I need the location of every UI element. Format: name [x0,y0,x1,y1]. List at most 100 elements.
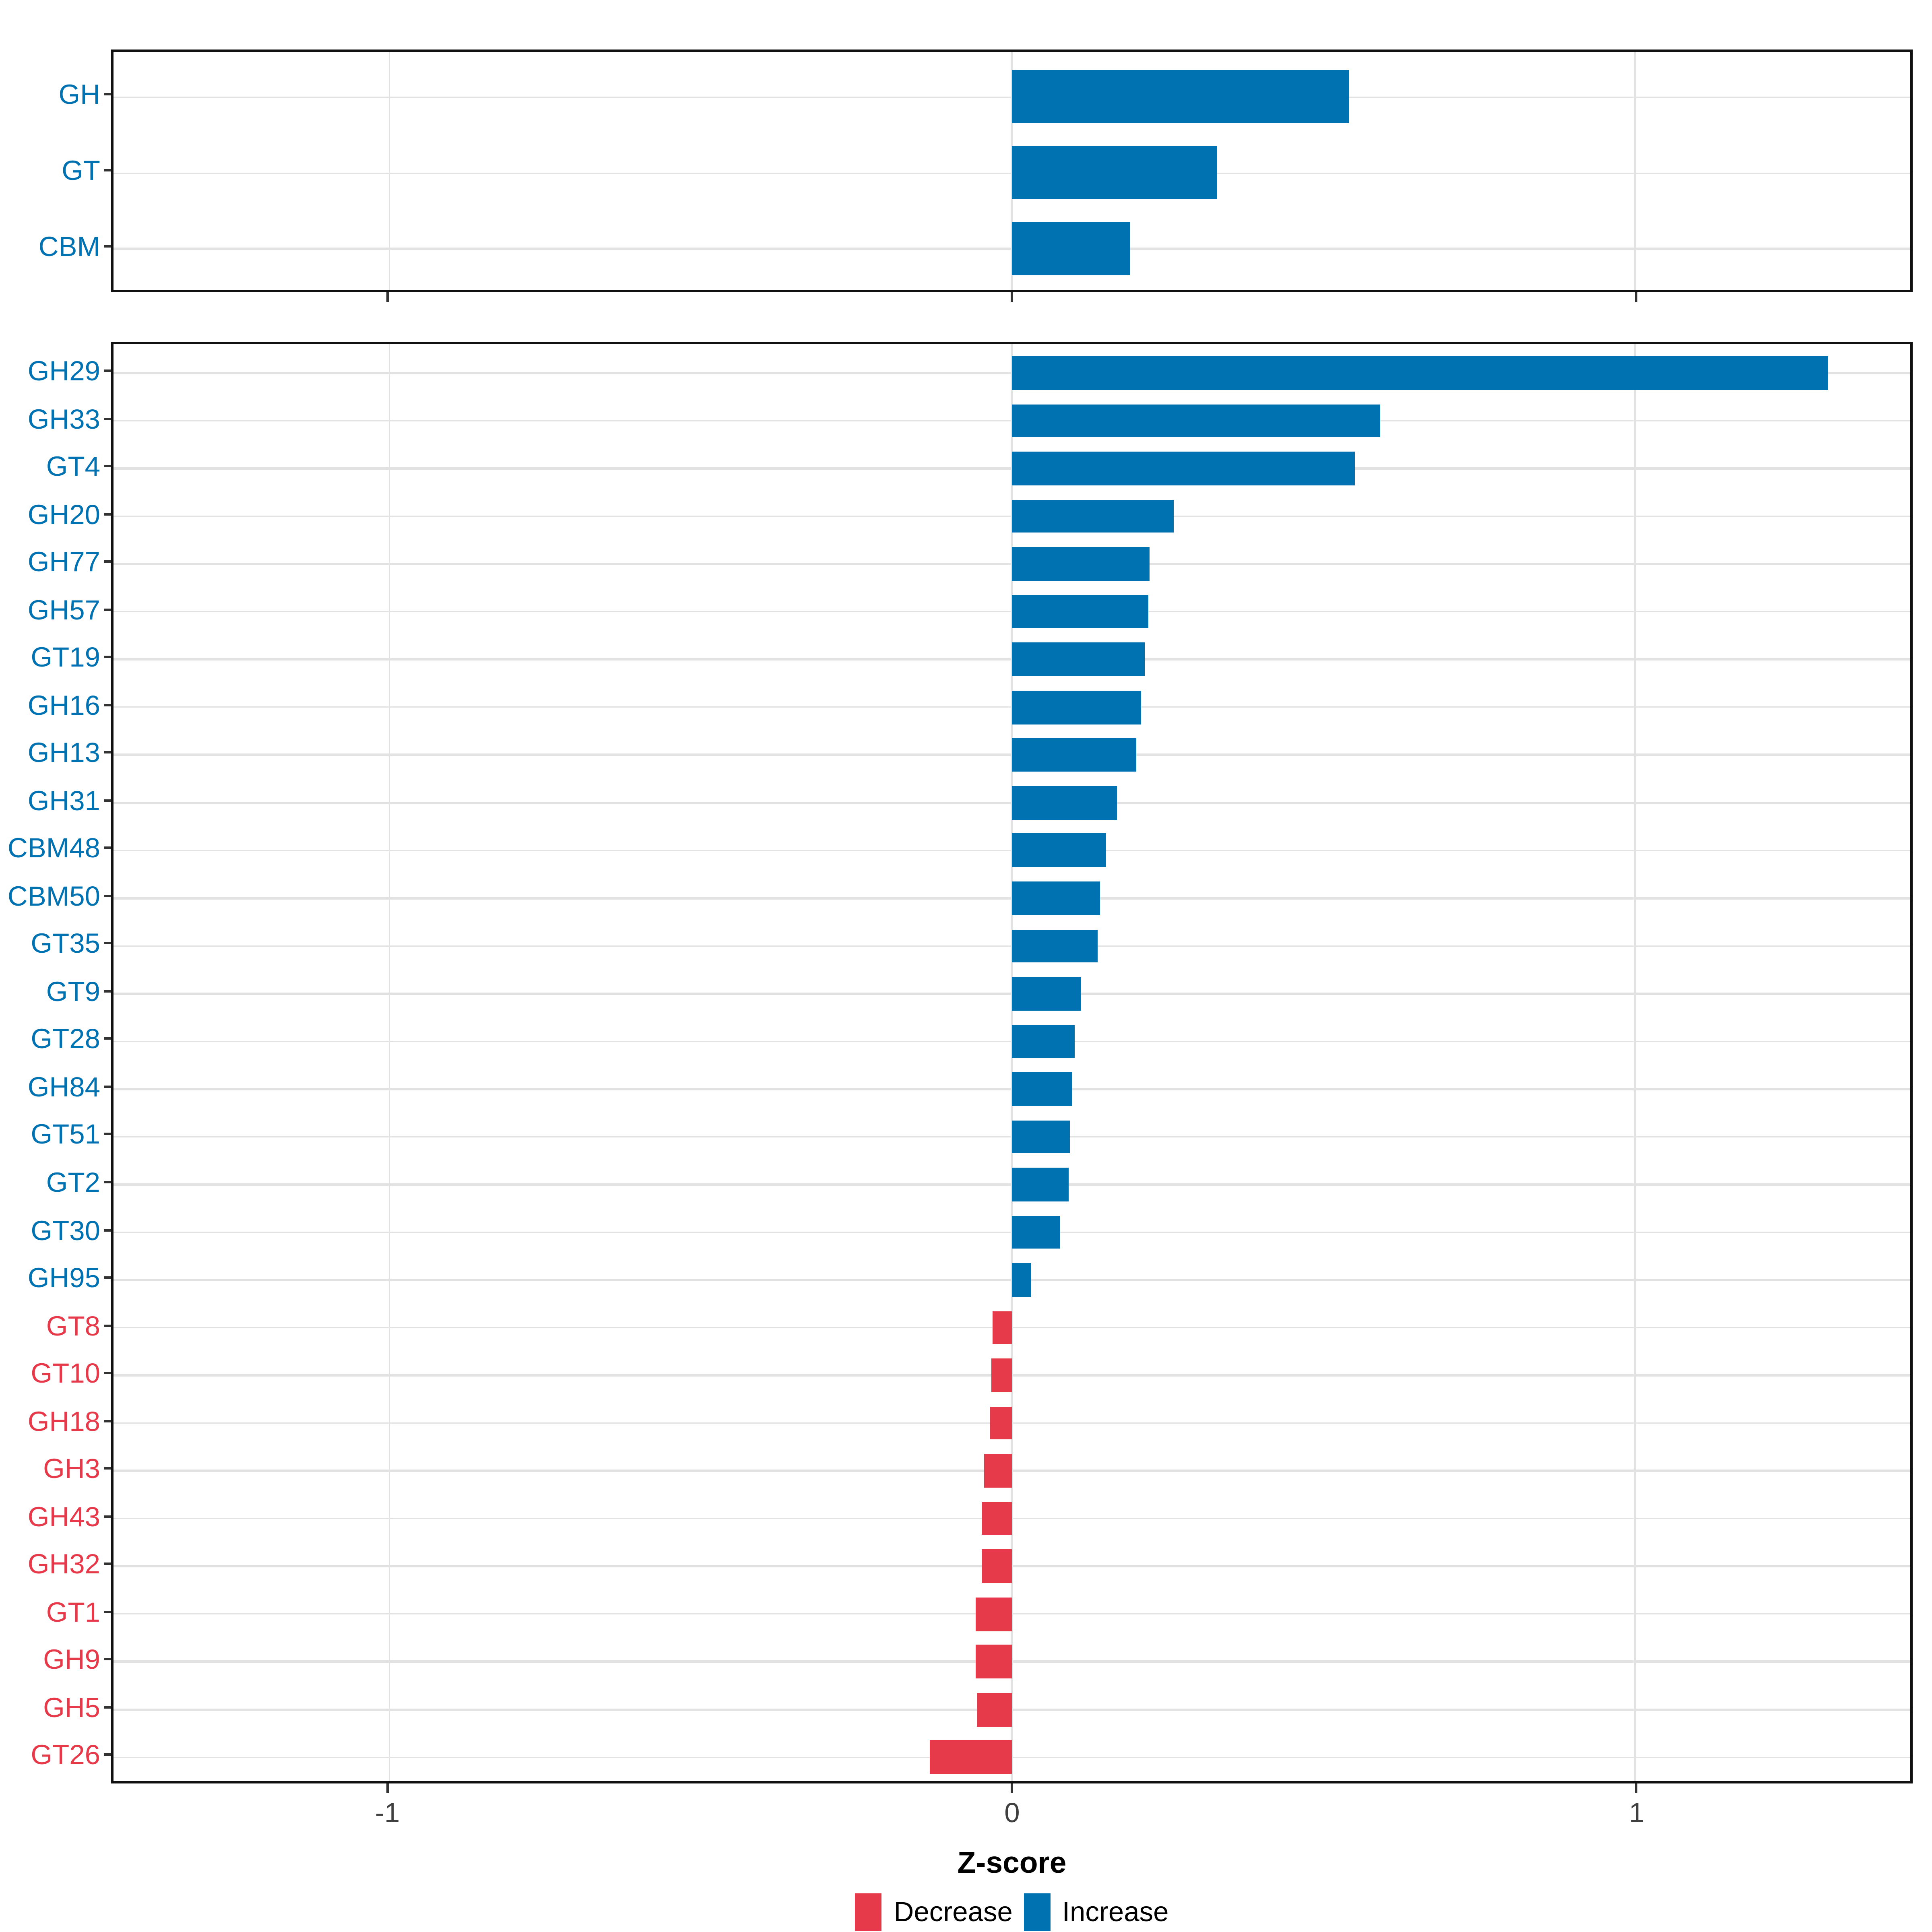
bar-GH5 [976,1693,1012,1726]
y-tick-GH95 [104,1276,111,1279]
y-tick-GT30 [104,1228,111,1231]
y-tick-GH3 [104,1467,111,1470]
bar-GH57 [1012,595,1149,629]
gridline-x--1 [388,51,390,290]
y-tick-GT4 [104,465,111,468]
y-tick-GT1 [104,1610,111,1613]
y-tick-GH29 [104,369,111,372]
y-label-GH43: GH43 [27,1500,100,1532]
y-label-GH16: GH16 [27,689,100,721]
y-label-CBM50: CBM50 [7,880,100,912]
bar-GT10 [991,1358,1012,1392]
bar-GH32 [982,1550,1012,1583]
y-label-GT30: GT30 [31,1214,100,1246]
bar-GH77 [1012,547,1149,581]
y-tick-GH20 [104,512,111,515]
y-tick-GH18 [104,1419,111,1422]
y-tick-GT [104,169,111,172]
y-tick-GT10 [104,1372,111,1375]
x-tick-1 [1635,292,1638,302]
gridline-x-1 [1634,51,1636,290]
y-tick-GT9 [104,990,111,993]
x-tick-label--1: -1 [375,1797,400,1828]
bar-GH16 [1012,690,1141,724]
y-label-GH18: GH18 [27,1405,100,1437]
x-axis-title: Z-score [957,1846,1067,1880]
bar-GH31 [1012,786,1117,819]
bar-CBM [1012,222,1131,276]
x-tick-label-0: 0 [1004,1797,1020,1828]
y-tick-GH32 [104,1563,111,1565]
y-tick-GT19 [104,656,111,658]
y-tick-GH31 [104,799,111,802]
y-tick-GT26 [104,1753,111,1756]
gridline-row-GH32 [114,1565,1911,1567]
y-tick-CBM48 [104,846,111,849]
legend-label-increase: Increase [1062,1895,1169,1927]
bar-GH13 [1012,738,1136,772]
bar-GT30 [1012,1215,1061,1249]
x-tick-1 [1635,1783,1638,1793]
x-tick-0 [1011,292,1013,302]
y-label-GT4: GT4 [46,450,100,482]
top-panel-cazyme-class [111,49,1913,292]
gridline-row-GH5 [114,1709,1911,1711]
y-label-GH5: GH5 [43,1691,100,1723]
gridline-row-GH9 [114,1661,1911,1663]
y-label-GT: GT [62,155,100,186]
bar-GT [1012,146,1218,200]
bar-GH9 [976,1645,1012,1679]
gridline-row-GH43 [114,1517,1911,1520]
bar-GT1 [975,1597,1012,1631]
y-label-GT8: GT8 [46,1309,100,1341]
y-label-GT10: GT10 [31,1357,100,1389]
gridline-row-GH3 [114,1470,1911,1472]
bottom-panel-cazyme-family [111,342,1913,1783]
legend: Decrease Increase [111,1891,1913,1932]
bar-GH29 [1012,356,1828,390]
gridline-x--1 [388,344,390,1781]
gridline-row-GT8 [114,1327,1911,1329]
bar-CBM48 [1012,834,1106,867]
x-tick-0 [1011,1783,1013,1793]
gridline-row-GT1 [114,1613,1911,1615]
bar-GH3 [984,1454,1012,1488]
legend-key-increase [1023,1893,1050,1930]
y-label-CBM48: CBM48 [7,832,100,864]
y-tick-GH [104,93,111,96]
bar-GH43 [982,1502,1012,1536]
y-label-GT19: GT19 [31,641,100,673]
bar-GT9 [1012,977,1081,1011]
legend-label-decrease: Decrease [894,1895,1013,1927]
legend-item-increase: Increase [1023,1893,1169,1930]
y-tick-GT35 [104,942,111,945]
y-tick-GH77 [104,560,111,563]
bar-GH95 [1012,1263,1031,1297]
y-tick-GH84 [104,1085,111,1088]
y-tick-GT2 [104,1181,111,1183]
y-tick-GH5 [104,1706,111,1709]
y-label-GT2: GT2 [46,1166,100,1198]
y-label-GH32: GH32 [27,1548,100,1580]
bar-GT35 [1012,929,1098,963]
bar-GH84 [1012,1072,1072,1106]
y-label-GH57: GH57 [27,594,100,625]
y-label-GT1: GT1 [46,1596,100,1628]
y-label-GH20: GH20 [27,498,100,530]
bar-GT4 [1012,452,1355,485]
x-tick--1 [386,292,389,302]
y-label-GT9: GT9 [46,975,100,1007]
bar-GH [1012,70,1349,124]
y-label-GH31: GH31 [27,784,100,816]
y-label-CBM: CBM [38,231,100,262]
y-tick-CBM50 [104,894,111,897]
bar-GT51 [1012,1120,1069,1154]
bar-GH33 [1012,404,1380,438]
y-tick-GH57 [104,608,111,611]
y-tick-CBM [104,245,111,248]
gridline-row-GH18 [114,1422,1911,1424]
bar-GH18 [990,1406,1012,1440]
y-label-GH29: GH29 [27,355,100,387]
y-tick-GT51 [104,1133,111,1136]
